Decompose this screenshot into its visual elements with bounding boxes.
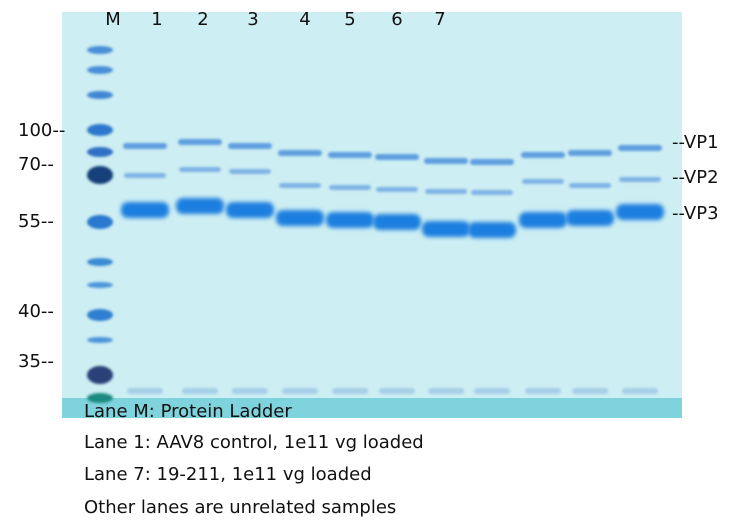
lane-label: 5 xyxy=(344,9,355,30)
marker-label: 55-- xyxy=(18,211,54,232)
ladder-band xyxy=(87,46,113,54)
low-band xyxy=(282,388,318,394)
band-label: --VP3 xyxy=(672,203,719,224)
vp3-band xyxy=(616,204,664,220)
vp2-band xyxy=(425,189,467,194)
low-band xyxy=(428,388,464,394)
vp3-band xyxy=(176,198,224,214)
gel-bottom-strip xyxy=(62,398,682,418)
lane-label: 3 xyxy=(247,9,258,30)
vp3-band xyxy=(326,212,374,228)
vp1-band xyxy=(568,150,612,156)
ladder-band xyxy=(87,166,113,184)
marker-label: 70-- xyxy=(18,154,54,175)
ladder-band xyxy=(87,215,113,229)
vp3-band xyxy=(373,214,421,230)
vp2-band xyxy=(279,183,321,188)
vp1-band xyxy=(228,143,272,149)
marker-label: 40-- xyxy=(18,301,54,322)
lane-label: 4 xyxy=(299,9,310,30)
ladder-band xyxy=(87,366,113,384)
low-band xyxy=(525,388,561,394)
vp3-band xyxy=(519,212,567,228)
lane-label: M xyxy=(105,9,121,30)
vp1-band xyxy=(123,143,167,149)
low-band xyxy=(232,388,268,394)
vp3-band xyxy=(121,202,169,218)
labels: M 1 2 3 4 5 6 7 100-- 70-- 55-- 40-- 35-- --VP1 --VP2 -… xyxy=(18,9,719,518)
lane-label: 2 xyxy=(197,9,208,30)
lane-label: 1 xyxy=(151,9,162,30)
marker-label: 100-- xyxy=(18,120,65,141)
vp1-band xyxy=(178,139,222,145)
vp3-band xyxy=(468,222,516,238)
vp1-band xyxy=(618,145,662,151)
ladder-band xyxy=(87,258,113,266)
vp3-band xyxy=(226,202,274,218)
low-band xyxy=(379,388,415,394)
caption-line: Lane 1: AAV8 control, 1e11 vg loaded xyxy=(84,432,424,453)
ladder-band xyxy=(87,309,113,321)
vp2-band xyxy=(619,177,661,182)
vp2-band xyxy=(522,179,564,184)
ladder-band xyxy=(87,147,113,157)
vp3-band xyxy=(276,210,324,226)
vp2-band xyxy=(124,173,166,178)
ladder-band xyxy=(87,337,113,343)
vp3-band xyxy=(566,210,614,226)
low-band xyxy=(622,388,658,394)
band-label: --VP2 xyxy=(672,167,719,188)
vp1-band xyxy=(521,152,565,158)
vp3-band xyxy=(422,221,470,237)
vp2-band xyxy=(569,183,611,188)
vp2-band xyxy=(329,185,371,190)
vp2-band xyxy=(179,167,221,172)
marker-label: 35-- xyxy=(18,351,54,372)
lane-label: 7 xyxy=(434,9,445,30)
caption-line: Other lanes are unrelated samples xyxy=(84,497,396,518)
lane-label: 6 xyxy=(391,9,402,30)
bands xyxy=(87,46,664,403)
vp1-band xyxy=(470,159,514,165)
vp2-band xyxy=(376,187,418,192)
low-band xyxy=(127,388,163,394)
low-band xyxy=(572,388,608,394)
caption-line: Lane M: Protein Ladder xyxy=(84,401,292,422)
caption-line: Lane 7: 19-211, 1e11 vg loaded xyxy=(84,464,372,485)
low-band xyxy=(182,388,218,394)
band-label: --VP1 xyxy=(672,132,719,153)
vp1-band xyxy=(424,158,468,164)
vp2-band xyxy=(471,190,513,195)
ladder-band xyxy=(87,124,113,136)
ladder-band xyxy=(87,282,113,288)
vp1-band xyxy=(375,154,419,160)
vp1-band xyxy=(278,150,322,156)
ladder-band xyxy=(87,66,113,74)
vp2-band xyxy=(229,169,271,174)
low-band xyxy=(474,388,510,394)
ladder-band xyxy=(87,91,113,99)
low-band xyxy=(332,388,368,394)
ladder-band xyxy=(87,393,113,403)
vp1-band xyxy=(328,152,372,158)
